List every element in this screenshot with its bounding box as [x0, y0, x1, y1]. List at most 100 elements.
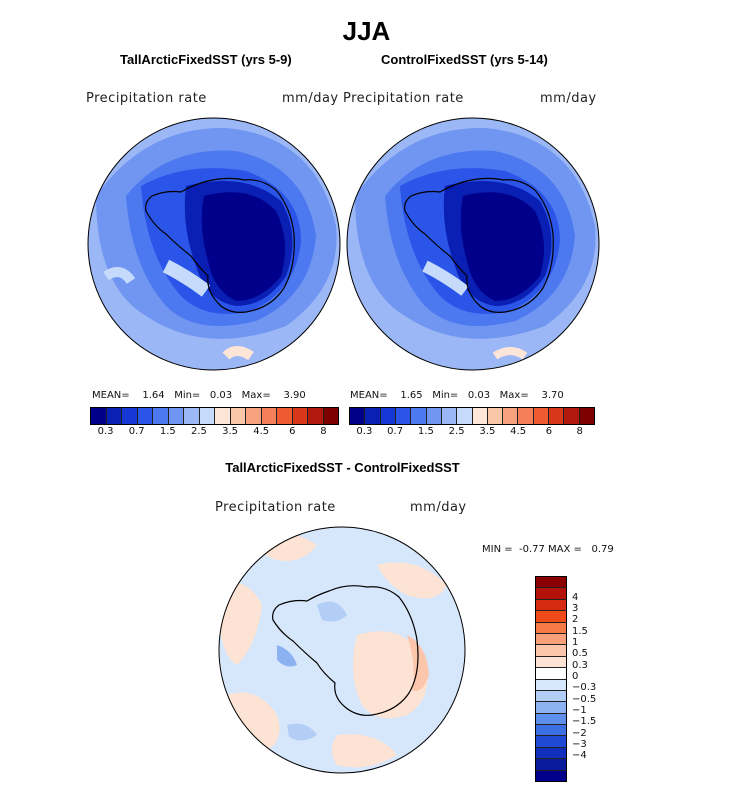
right-variable-label: Precipitation rate	[343, 91, 464, 106]
diff-colorbar-tick-label: −0.5	[572, 693, 597, 705]
left-polar-map	[87, 117, 341, 371]
diff-colorbar-tick-label: −1	[572, 705, 587, 716]
right-colorbar-swatch	[457, 408, 473, 424]
right-colorbar-swatch	[503, 408, 519, 424]
left-colorbar-swatch	[277, 408, 293, 424]
right-colorbar-swatch	[395, 408, 412, 424]
left-colorbar-tick-label: 6	[289, 426, 296, 437]
diff-colorbar-swatch	[536, 679, 566, 691]
right-colorbar-swatch	[441, 408, 458, 424]
diff-colorbar-swatch	[536, 599, 566, 612]
left-colorbar-swatch	[122, 408, 138, 424]
right-colorbar-tick-label: 0.7	[387, 426, 404, 437]
left-stats: MEAN= 1.64 Min= 0.03 Max= 3.90	[92, 390, 306, 401]
left-colorbar	[90, 407, 339, 425]
left-colorbar-swatch	[106, 408, 122, 424]
right-colorbar-swatch	[549, 408, 565, 424]
diff-colorbar-swatch	[536, 690, 566, 703]
left-units-label: mm/day	[282, 91, 339, 106]
diff-colorbar-swatch	[536, 702, 566, 714]
right-stats: MEAN= 1.65 Min= 0.03 Max= 3.70	[350, 390, 564, 401]
diff-colorbar-swatch	[536, 759, 566, 771]
diff-colorbar-swatch	[536, 588, 566, 600]
diff-colorbar-swatch	[536, 645, 566, 657]
left-colorbar-swatch	[230, 408, 246, 424]
diff-colorbar-swatch	[536, 656, 566, 669]
left-colorbar-swatch	[184, 408, 200, 424]
right-colorbar-tick-label: 4.5	[510, 426, 527, 437]
right-colorbar-swatch	[579, 408, 594, 424]
left-colorbar-tick-label: 2.5	[190, 426, 207, 437]
left-colorbar-tick-label: 0.3	[97, 426, 114, 437]
diff-colorbar-tick-label: −2	[572, 727, 587, 739]
left-variable-label: Precipitation rate	[86, 91, 207, 106]
left-panel-title: TallArcticFixedSST (yrs 5-9)	[120, 52, 292, 67]
right-units-label: mm/day	[540, 91, 597, 106]
diff-colorbar-swatch	[536, 622, 566, 634]
diff-variable-label: Precipitation rate	[215, 500, 336, 515]
right-colorbar-tick-label: 2.5	[448, 426, 465, 437]
diff-colorbar-swatch	[536, 736, 566, 748]
diff-colorbar-swatch	[536, 577, 566, 589]
left-colorbar-swatch	[168, 408, 184, 424]
diff-colorbar-tick-label: 4	[572, 591, 579, 603]
left-colorbar-swatch	[153, 408, 169, 424]
left-colorbar-swatch	[91, 408, 107, 424]
diff-colorbar-tick-label: 0	[572, 671, 579, 682]
diff-colorbar-tick-label: 3	[572, 603, 579, 614]
left-colorbar-tick-label: 1.5	[159, 426, 176, 437]
diff-stats: MIN = -0.77 MAX = 0.79	[482, 544, 614, 555]
right-colorbar-tick-label: 1.5	[417, 426, 434, 437]
right-polar-map	[346, 117, 600, 371]
left-colorbar-swatch	[292, 408, 308, 424]
left-colorbar-swatch	[261, 408, 277, 424]
diff-colorbar-ticks: 4 3 2 1.5 1 0.5 0.3 0 −0.3 −0.5 −1 −1.5 −2 −3 −4	[572, 576, 622, 780]
right-colorbar-swatch	[350, 408, 366, 424]
left-colorbar-ticks: 0.3 0.7 1.5 2.5 3.5 4.5 6 8	[90, 426, 339, 440]
diff-colorbar-swatch	[536, 725, 566, 737]
diff-colorbar-tick-label: −4	[572, 750, 587, 762]
diff-units-label: mm/day	[410, 500, 467, 515]
right-colorbar-ticks: 0.3 0.7 1.5 2.5 3.5 4.5 6 8	[349, 426, 595, 440]
right-colorbar	[349, 407, 595, 425]
right-colorbar-swatch	[487, 408, 504, 424]
right-colorbar-tick-label: 0.3	[356, 426, 373, 437]
diff-colorbar-tick-label: 1.5	[572, 625, 588, 637]
diff-colorbar-tick-label: 0.5	[572, 648, 588, 660]
diff-colorbar-swatch	[536, 611, 566, 623]
diff-panel-title: TallArcticFixedSST - ControlFixedSST	[225, 460, 460, 475]
diff-colorbar-tick-label: 2	[572, 614, 579, 626]
left-colorbar-tick-label: 4.5	[253, 426, 270, 437]
left-colorbar-tick-label: 0.7	[128, 426, 145, 437]
right-colorbar-tick-label: 3.5	[479, 426, 496, 437]
left-colorbar-swatch	[137, 408, 153, 424]
diff-colorbar-swatch	[536, 770, 566, 782]
right-colorbar-swatch	[518, 408, 534, 424]
diff-colorbar-swatch	[536, 668, 566, 680]
diff-polar-map	[218, 526, 466, 774]
right-colorbar-swatch	[564, 408, 580, 424]
right-colorbar-tick-label: 8	[576, 426, 583, 437]
diff-colorbar-swatch	[536, 633, 566, 646]
diff-colorbar-tick-label: −3	[572, 739, 587, 750]
left-colorbar-swatch	[199, 408, 215, 424]
diff-colorbar-tick-label: 0.3	[572, 659, 588, 671]
diff-colorbar-swatch	[536, 713, 566, 726]
left-colorbar-swatch	[323, 408, 338, 424]
left-colorbar-swatch	[215, 408, 231, 424]
diff-colorbar-swatch	[536, 747, 566, 760]
page-title: JJA	[342, 16, 391, 46]
right-panel-title: ControlFixedSST (yrs 5-14)	[381, 52, 548, 67]
right-colorbar-tick-label: 6	[545, 426, 553, 437]
right-colorbar-swatch	[426, 408, 442, 424]
right-colorbar-swatch	[472, 408, 488, 424]
diff-colorbar-tick-label: −0.3	[572, 682, 597, 694]
left-colorbar-tick-label: 8	[320, 426, 327, 437]
left-colorbar-swatch	[308, 408, 324, 424]
left-colorbar-swatch	[246, 408, 262, 424]
right-colorbar-swatch	[380, 408, 396, 424]
right-colorbar-swatch	[365, 408, 381, 424]
diff-colorbar	[535, 576, 567, 782]
diff-colorbar-tick-label: 1	[572, 637, 579, 648]
diff-colorbar-tick-label: −1.5	[572, 716, 597, 728]
